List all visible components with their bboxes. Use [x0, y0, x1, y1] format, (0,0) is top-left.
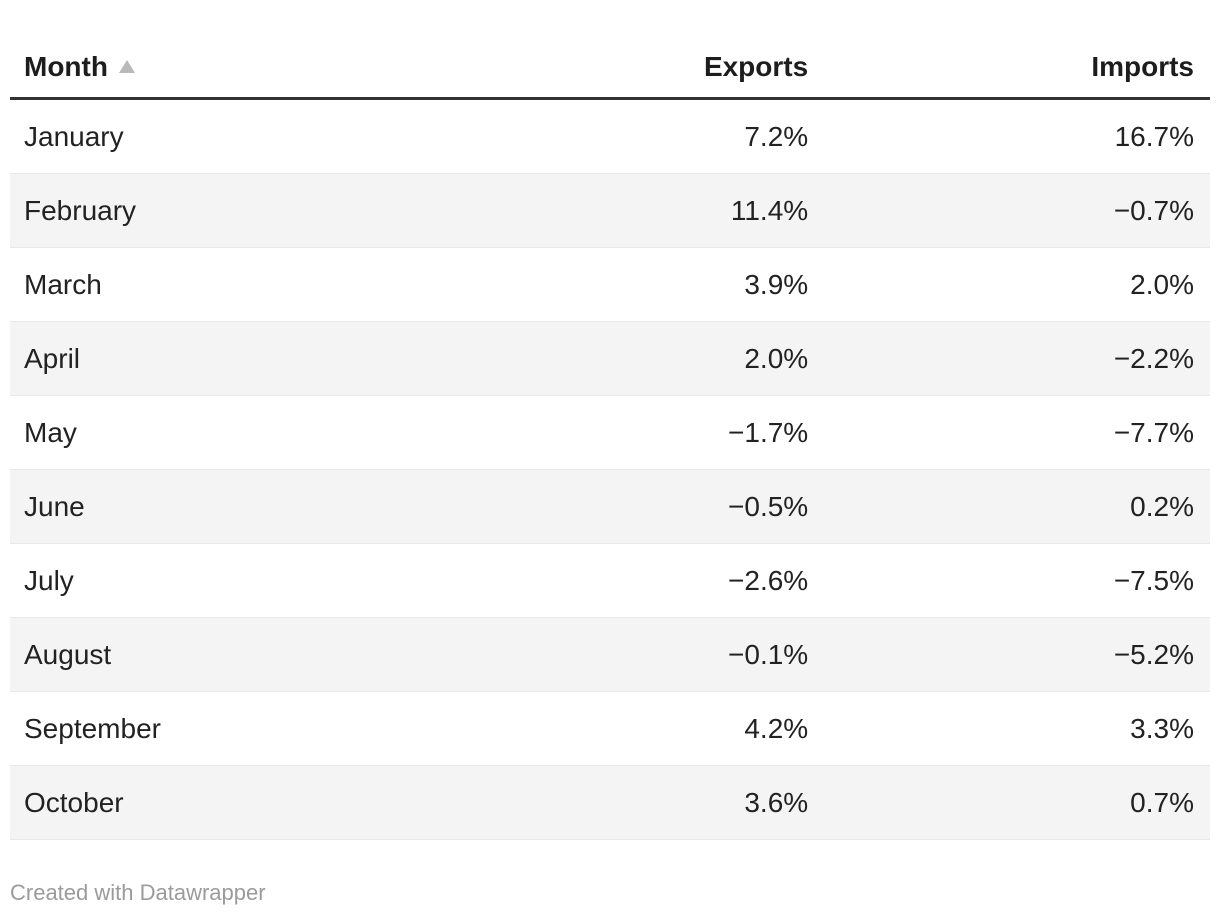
- imports-cell: 0.2%: [824, 469, 1210, 544]
- column-header-imports-label: Imports: [1091, 51, 1194, 82]
- column-header-exports-label: Exports: [703, 51, 809, 82]
- table-row: January 7.2% 16.7%: [10, 98, 1210, 174]
- exports-cell: 2.0%: [438, 321, 825, 396]
- month-cell: October: [10, 765, 439, 840]
- exports-cell: −0.5%: [438, 469, 825, 544]
- table-row: August −0.1% −5.2%: [10, 617, 1210, 692]
- month-cell: August: [10, 617, 439, 692]
- table-row: May −1.7% −7.7%: [10, 395, 1210, 470]
- exports-cell: −0.1%: [438, 617, 825, 692]
- data-table: Month Exports Imports January 7.2% 16.7%…: [10, 0, 1210, 840]
- imports-cell: −5.2%: [824, 617, 1210, 692]
- exports-cell: 11.4%: [438, 173, 825, 248]
- month-cell: February: [10, 173, 439, 248]
- column-header-month-label: Month: [24, 51, 108, 82]
- exports-cell: −1.7%: [438, 395, 825, 470]
- header-row: Month Exports Imports: [10, 0, 1210, 100]
- exports-cell: −2.6%: [438, 543, 825, 618]
- table-row: September 4.2% 3.3%: [10, 691, 1210, 766]
- sort-ascending-icon: [118, 60, 135, 73]
- imports-cell: −7.5%: [824, 543, 1210, 618]
- column-header-month[interactable]: Month: [10, 0, 439, 100]
- table-row: April 2.0% −2.2%: [10, 321, 1210, 396]
- exports-cell: 3.9%: [438, 247, 825, 322]
- exports-cell: 7.2%: [438, 98, 825, 174]
- table-row: March 3.9% 2.0%: [10, 247, 1210, 322]
- month-cell: April: [10, 321, 439, 396]
- month-cell: January: [10, 98, 439, 174]
- imports-cell: −7.7%: [824, 395, 1210, 470]
- table-row: July −2.6% −7.5%: [10, 543, 1210, 618]
- column-header-exports[interactable]: Exports: [438, 0, 825, 100]
- imports-cell: −0.7%: [824, 173, 1210, 248]
- imports-cell: −2.2%: [824, 321, 1210, 396]
- exports-cell: 3.6%: [438, 765, 825, 840]
- table-row: October 3.6% 0.7%: [10, 765, 1210, 840]
- month-cell: March: [10, 247, 439, 322]
- exports-cell: 4.2%: [438, 691, 825, 766]
- imports-cell: 16.7%: [824, 98, 1210, 174]
- imports-cell: 3.3%: [824, 691, 1210, 766]
- imports-cell: 2.0%: [824, 247, 1210, 322]
- month-cell: June: [10, 469, 439, 544]
- month-cell: September: [10, 691, 439, 766]
- table-row: June −0.5% 0.2%: [10, 469, 1210, 544]
- month-cell: May: [10, 395, 439, 470]
- attribution: Created with Datawrapper: [10, 880, 266, 905]
- column-header-imports[interactable]: Imports: [824, 0, 1210, 100]
- table-body: January 7.2% 16.7% February 11.4% −0.7% …: [10, 98, 1210, 840]
- imports-cell: 0.7%: [824, 765, 1210, 840]
- table-row: February 11.4% −0.7%: [10, 173, 1210, 248]
- month-cell: July: [10, 543, 439, 618]
